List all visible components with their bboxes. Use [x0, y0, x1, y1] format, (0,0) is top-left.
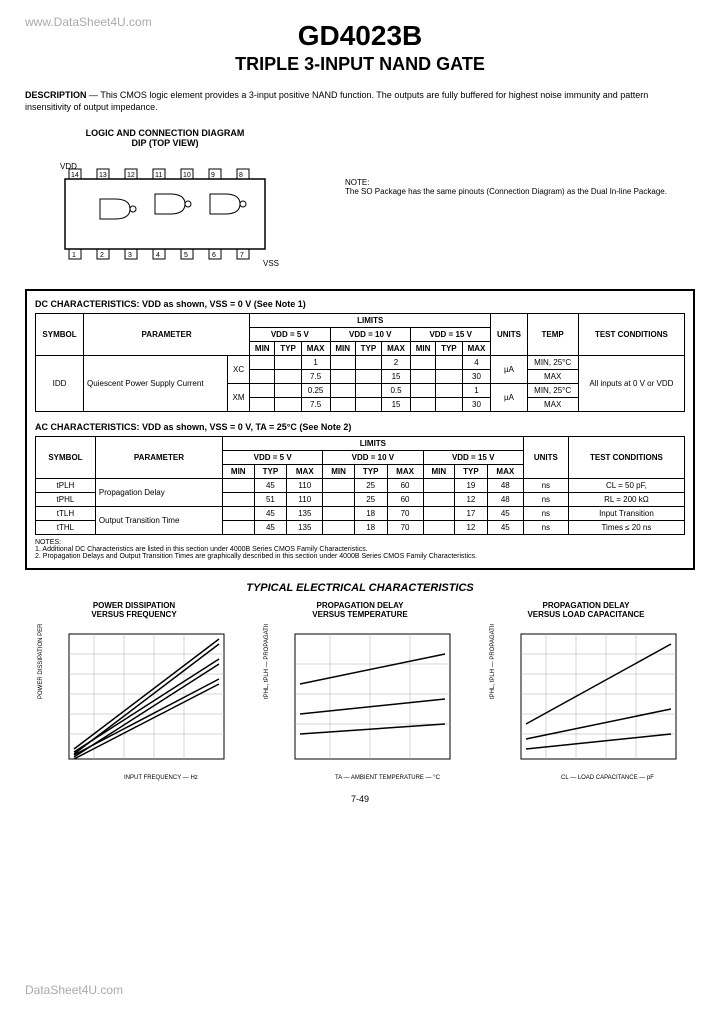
- note-text: The SO Package has the same pinouts (Con…: [345, 187, 667, 196]
- note-label: NOTE:: [345, 178, 667, 187]
- svg-text:8: 8: [239, 172, 243, 179]
- svg-text:10: 10: [183, 172, 191, 179]
- chart-load: PROPAGATION DELAY VERSUS LOAD CAPACITANC…: [477, 602, 695, 784]
- svg-text:TA — AMBIENT TEMPERATURE — °C: TA — AMBIENT TEMPERATURE — °C: [335, 775, 441, 781]
- svg-text:tPHL, tPLH — PROPAGATION DELAY: tPHL, tPLH — PROPAGATION DELAY — ns: [264, 624, 270, 699]
- svg-text:13: 13: [99, 172, 107, 179]
- package-note: NOTE: The SO Package has the same pinout…: [345, 178, 667, 274]
- svg-text:1: 1: [72, 252, 76, 259]
- svg-text:VSS: VSS: [263, 259, 279, 268]
- watermark-bottom: DataSheet4U.com: [25, 983, 123, 997]
- dip-diagram: VDD VSS 141312111098 1234567: [45, 154, 285, 274]
- chart-temp: PROPAGATION DELAY VERSUS TEMPERATURE tPH…: [251, 602, 469, 784]
- table-notes: NOTES: 1. Additional DC Characteristics …: [35, 539, 685, 560]
- svg-text:tPHL, tPLH — PROPAGATION DELAY: tPHL, tPLH — PROPAGATION DELAY — ns: [490, 624, 496, 699]
- dc-table: SYMBOL PARAMETER LIMITS UNITS TEMP TEST …: [35, 313, 685, 412]
- diagram-title: LOGIC AND CONNECTION DIAGRAM DIP (TOP VI…: [25, 128, 305, 148]
- svg-text:7: 7: [240, 252, 244, 259]
- svg-text:6: 6: [212, 252, 216, 259]
- watermark-top: www.DataSheet4U.com: [25, 15, 152, 29]
- bottom-pins: 1 2 3 4 5 6 7: [69, 249, 249, 259]
- svg-text:INPUT FREQUENCY — Hz: INPUT FREQUENCY — Hz: [124, 775, 198, 781]
- svg-text:12: 12: [127, 172, 135, 179]
- desc-label: DESCRIPTION: [25, 90, 87, 100]
- charts-row: POWER DISSIPATION VERSUS FREQUENCY POWER…: [25, 602, 695, 784]
- svg-text:9: 9: [211, 172, 215, 179]
- svg-text:POWER DISSIPATION PER PACKAGE: POWER DISSIPATION PER PACKAGE — mW: [38, 624, 44, 699]
- desc-text: — This CMOS logic element provides a 3-i…: [25, 90, 648, 112]
- charts-title: TYPICAL ELECTRICAL CHARACTERISTICS: [25, 582, 695, 594]
- svg-text:4: 4: [156, 252, 160, 259]
- description: DESCRIPTION — This CMOS logic element pr…: [25, 90, 695, 113]
- ac-header: AC CHARACTERISTICS: VDD as shown, VSS = …: [35, 422, 685, 432]
- ac-table: SYMBOL PARAMETER LIMITS UNITS TEST CONDI…: [35, 436, 685, 535]
- page-number: 7-49: [25, 794, 695, 804]
- svg-text:2: 2: [100, 252, 104, 259]
- diagram-section: LOGIC AND CONNECTION DIAGRAM DIP (TOP VI…: [25, 128, 695, 274]
- svg-text:3: 3: [128, 252, 132, 259]
- svg-text:14: 14: [71, 172, 79, 179]
- chart-power: POWER DISSIPATION VERSUS FREQUENCY POWER…: [25, 602, 243, 784]
- characteristics-box: DC CHARACTERISTICS: VDD as shown, VSS = …: [25, 289, 695, 570]
- top-pins: 14 13 12 11 10 9 8: [69, 169, 249, 179]
- dc-header: DC CHARACTERISTICS: VDD as shown, VSS = …: [35, 299, 685, 309]
- svg-text:CL — LOAD CAPACITANCE — pF: CL — LOAD CAPACITANCE — pF: [561, 775, 654, 781]
- gates: [100, 194, 246, 219]
- svg-text:5: 5: [184, 252, 188, 259]
- svg-text:11: 11: [155, 172, 162, 179]
- part-subtitle: TRIPLE 3-INPUT NAND GATE: [25, 54, 695, 75]
